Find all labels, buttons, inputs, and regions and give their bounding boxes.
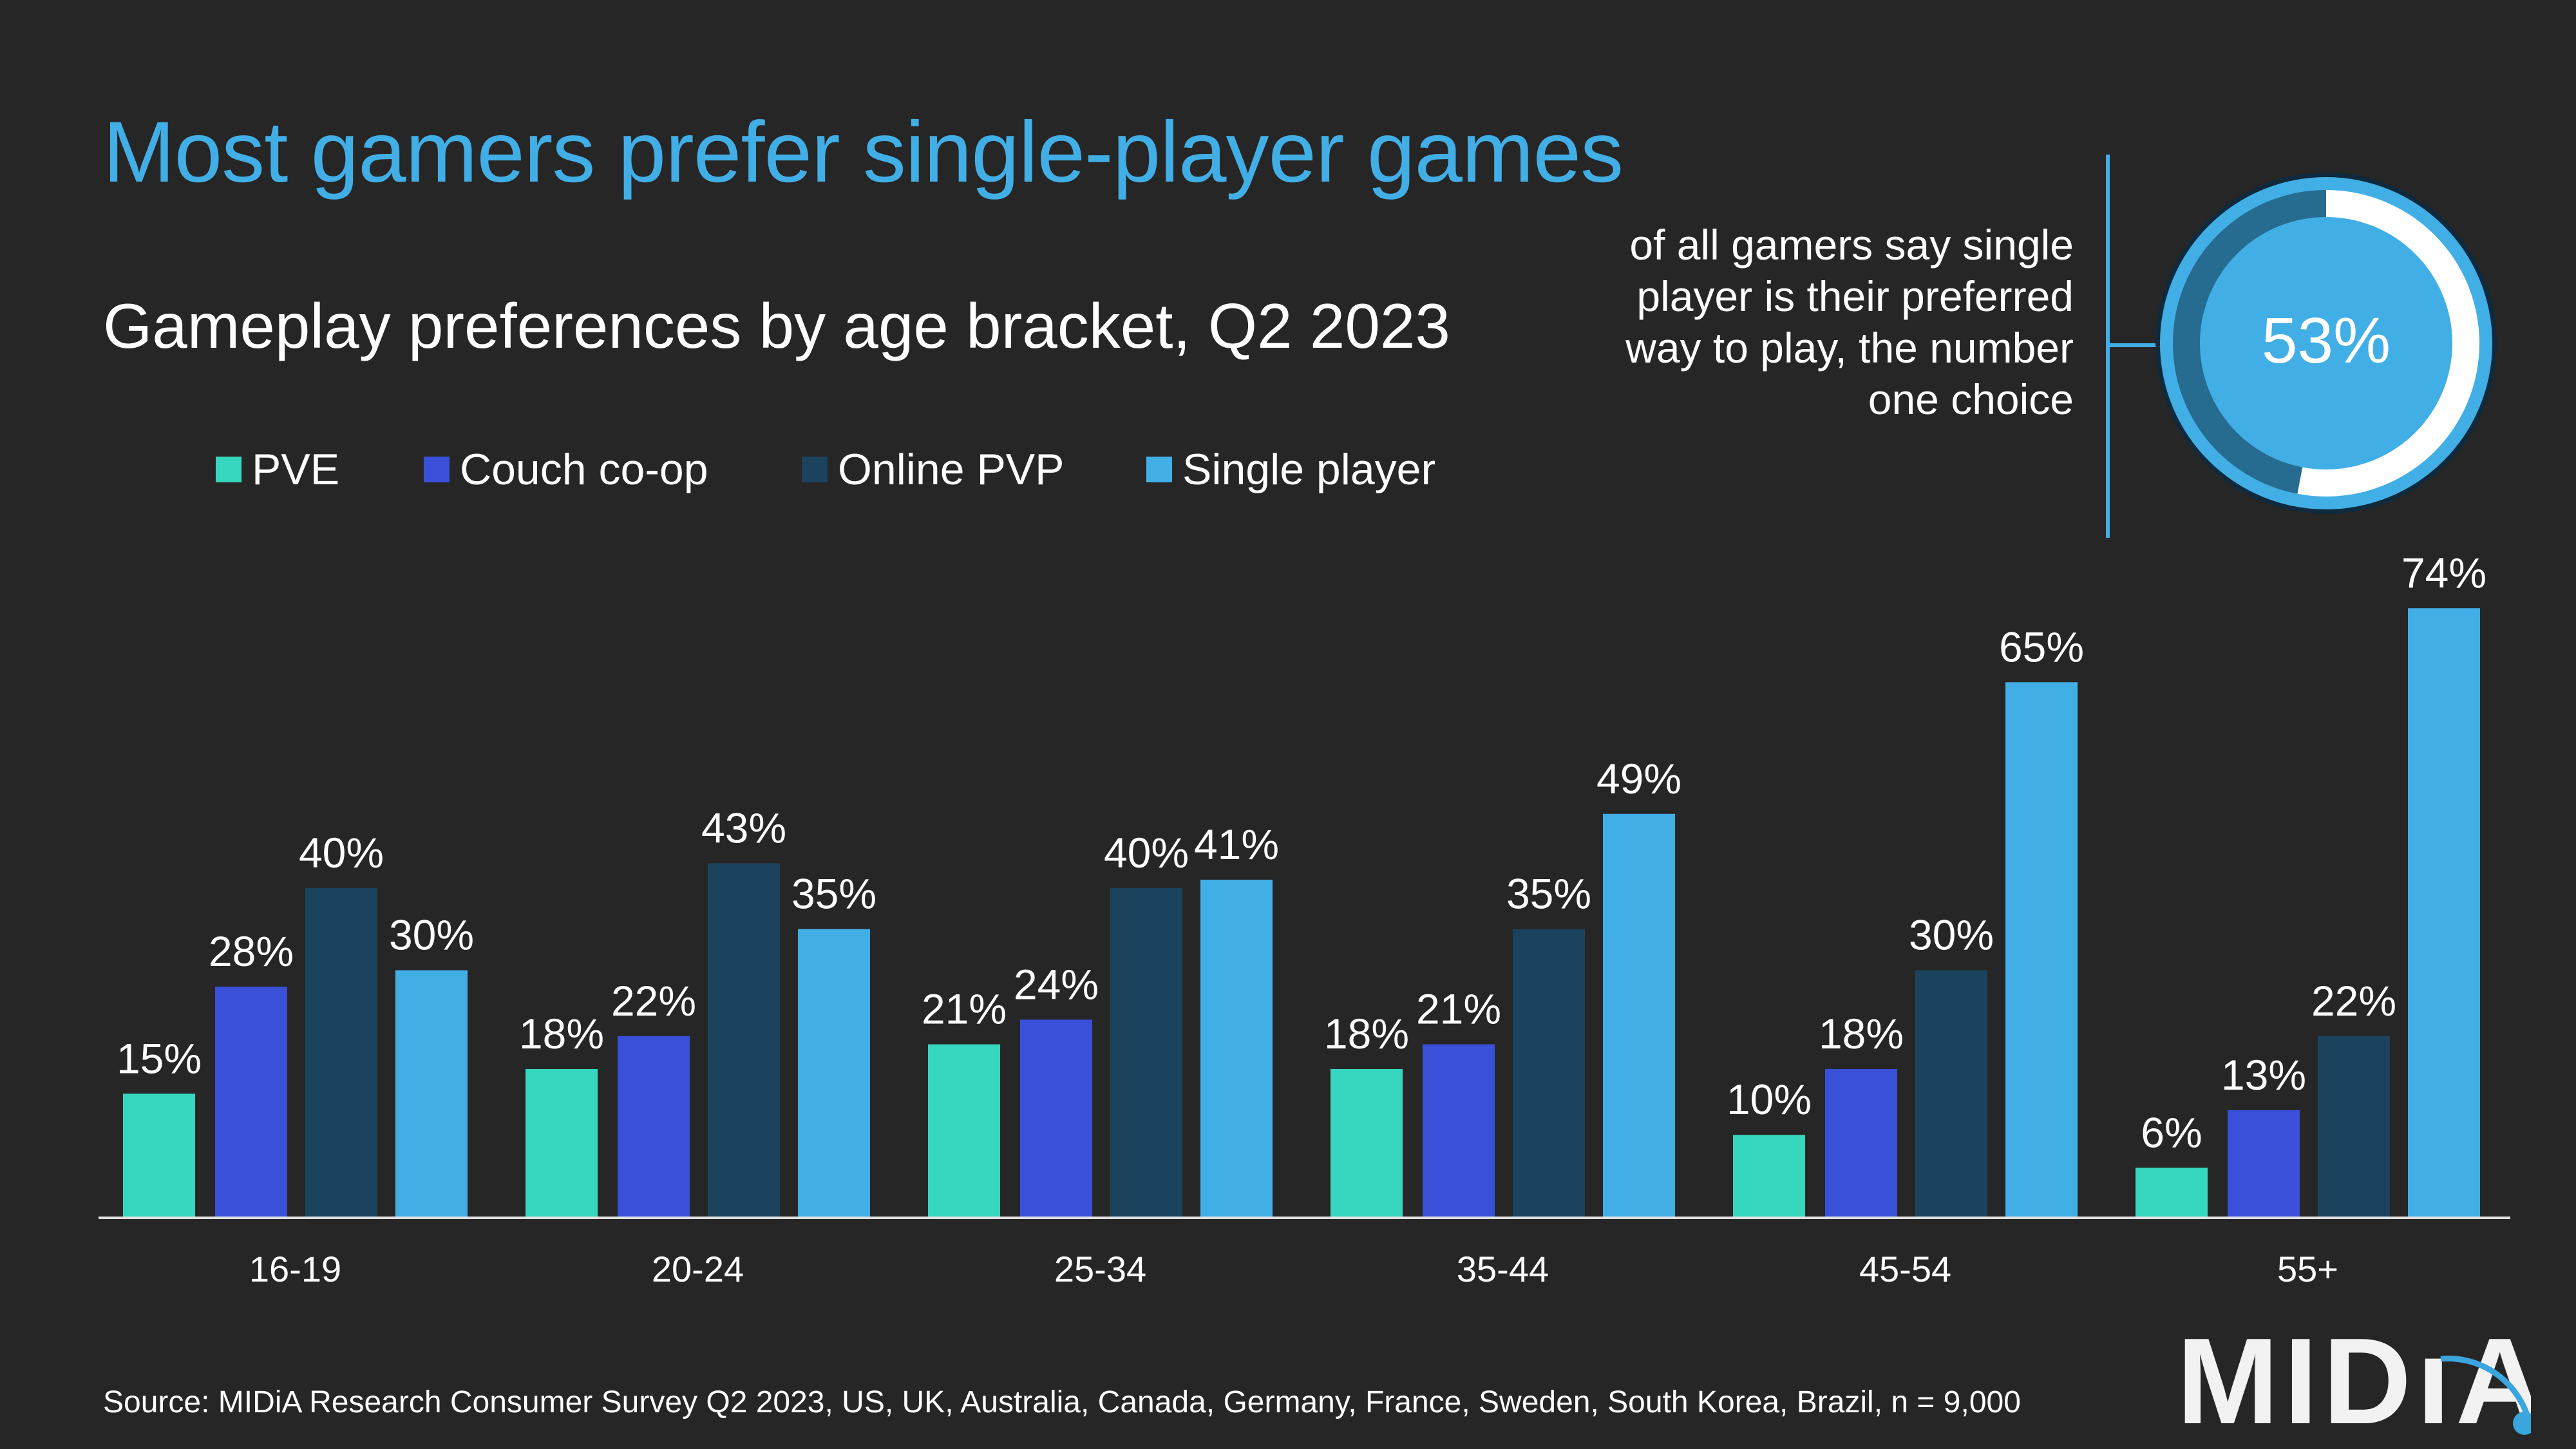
svg-text:MIDıA: MIDıA: [2177, 1313, 2531, 1436]
x-tick-label: 25-34: [1054, 1249, 1146, 1289]
data-label: 28%: [209, 927, 294, 975]
data-label: 18%: [1819, 1010, 1904, 1057]
bar-chart: 15%28%40%30%16-1918%22%43%35%20-2421%24%…: [99, 549, 2510, 1289]
data-label: 15%: [117, 1034, 202, 1082]
x-tick-label: 16-19: [249, 1249, 341, 1289]
data-label: 74%: [2401, 549, 2486, 596]
legend-swatch: [424, 457, 450, 482]
donut-value: 53%: [2262, 305, 2391, 377]
bar-pve-20-24: [526, 1068, 598, 1217]
midia-logo: MIDıA: [2177, 1313, 2531, 1436]
callout-divider: [2106, 155, 2110, 538]
data-label: 40%: [1104, 829, 1189, 876]
data-label: 18%: [519, 1010, 604, 1057]
bar-pve-55+: [2136, 1168, 2208, 1217]
bar-pve-35-44: [1331, 1068, 1403, 1217]
bar-pve-16-19: [123, 1094, 195, 1217]
bar-single-player-25-34: [1200, 880, 1273, 1217]
legend-item-single-player: Single player: [1146, 444, 1435, 495]
x-tick-label: 45-54: [1859, 1249, 1951, 1289]
bar-couch-co-op-25-34: [1020, 1019, 1092, 1217]
bar-couch-co-op-35-44: [1423, 1044, 1495, 1217]
bar-single-player-35-44: [1603, 813, 1675, 1217]
legend-swatch: [216, 457, 242, 482]
data-label: 10%: [1727, 1075, 1812, 1123]
data-label: 22%: [2311, 977, 2396, 1025]
bar-couch-co-op-16-19: [215, 987, 287, 1217]
bar-online-pvp-20-24: [708, 863, 780, 1217]
data-label: 30%: [1909, 911, 1994, 959]
data-label: 18%: [1324, 1010, 1409, 1057]
bar-online-pvp-25-34: [1110, 887, 1182, 1217]
data-label: 35%: [791, 870, 876, 918]
bar-online-pvp-16-19: [305, 887, 377, 1217]
bar-online-pvp-45-54: [1915, 970, 1987, 1217]
legend-item-online-pvp: Online PVP: [802, 444, 1065, 495]
legend-item-couch-coop: Couch co-op: [424, 444, 708, 495]
data-label: 30%: [389, 911, 474, 959]
legend-label: PVE: [252, 445, 340, 494]
x-tick-label: 55+: [2277, 1249, 2338, 1289]
donut-center: [2200, 217, 2452, 469]
x-tick-label: 20-24: [652, 1249, 744, 1289]
source-note: Source: MIDiA Research Consumer Survey Q…: [103, 1385, 2021, 1419]
data-label: 49%: [1596, 755, 1681, 802]
legend-label: Couch co-op: [460, 445, 708, 494]
data-label: 40%: [299, 829, 384, 876]
donut-stat: 53%: [2155, 173, 2497, 514]
data-label: 21%: [922, 985, 1007, 1033]
bar-single-player-20-24: [798, 929, 870, 1217]
legend-item-pve: PVE: [216, 444, 339, 495]
x-tick-label: 35-44: [1457, 1249, 1549, 1289]
bar-couch-co-op-55+: [2228, 1110, 2300, 1217]
data-label: 24%: [1014, 960, 1099, 1008]
data-label: 22%: [611, 977, 696, 1025]
legend-swatch: [802, 457, 828, 482]
bar-pve-25-34: [928, 1044, 1000, 1217]
data-label: 6%: [2141, 1108, 2202, 1156]
bar-couch-co-op-20-24: [618, 1036, 690, 1217]
legend-label: Online PVP: [838, 445, 1065, 494]
bar-single-player-16-19: [395, 970, 468, 1217]
data-label: 41%: [1194, 820, 1279, 868]
callout-text: of all gamers say single player is their…: [1625, 221, 2074, 423]
bar-single-player-55+: [2408, 608, 2480, 1217]
chart-subtitle: Gameplay preferences by age bracket, Q2 …: [103, 290, 1450, 361]
bar-online-pvp-55+: [2318, 1036, 2390, 1217]
legend-label: Single player: [1182, 445, 1436, 494]
data-label: 21%: [1416, 985, 1501, 1033]
data-label: 65%: [1999, 623, 2084, 670]
bar-online-pvp-35-44: [1513, 929, 1585, 1217]
page-title: Most gamers prefer single-player games: [103, 104, 1624, 200]
callout-connector: [2110, 343, 2161, 347]
legend-swatch: [1146, 457, 1172, 482]
data-label: 13%: [2221, 1051, 2306, 1099]
bar-couch-co-op-45-54: [1825, 1068, 1897, 1217]
bar-pve-45-54: [1733, 1135, 1805, 1217]
data-label: 43%: [701, 804, 786, 851]
data-label: 35%: [1506, 870, 1591, 918]
bar-single-player-45-54: [2005, 682, 2078, 1217]
